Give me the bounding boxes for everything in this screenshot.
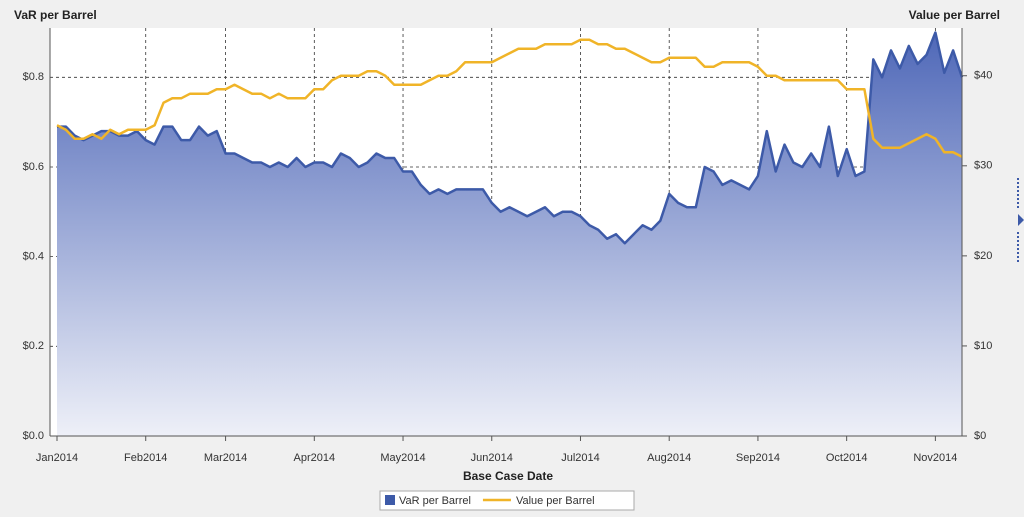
legend: VaR per Barrel Value per Barrel xyxy=(379,490,635,511)
x-axis-title: Base Case Date xyxy=(463,469,553,483)
x-tick-label: Oct2014 xyxy=(826,452,868,464)
line xyxy=(57,31,964,245)
x-tick-label: Feb2014 xyxy=(124,452,167,464)
y2-tick-label: $30 xyxy=(974,160,992,172)
y2-axis-title: Value per Barrel xyxy=(909,8,1000,22)
y-tick-label: $0.4 xyxy=(23,251,44,263)
y-tick-label: $0.6 xyxy=(23,161,44,173)
x-tick-label: Nov2014 xyxy=(913,452,957,464)
y-axis-title: VaR per Barrel xyxy=(14,8,97,22)
y-tick-label: $0.8 xyxy=(23,71,44,83)
y2-tick-label: $0 xyxy=(974,430,986,442)
y2-tick-label: $20 xyxy=(974,250,992,262)
y2-tick-label: $40 xyxy=(974,70,992,82)
line xyxy=(56,38,963,158)
legend-label: Value per Barrel xyxy=(516,495,595,507)
x-tick-label: Mar2014 xyxy=(204,452,247,464)
y-tick-label: $0.0 xyxy=(23,430,44,442)
x-tick-label: Jun2014 xyxy=(471,452,513,464)
y2-tick-label: $10 xyxy=(974,340,992,352)
legend-swatch xyxy=(385,495,395,505)
x-tick-label: Apr2014 xyxy=(294,452,336,464)
x-tick-label: May2014 xyxy=(380,452,425,464)
pane-toggle[interactable] xyxy=(1018,214,1024,226)
y-tick-label: $0.2 xyxy=(23,340,44,352)
x-tick-label: Jul2014 xyxy=(561,452,600,464)
x-tick-label: Jan2014 xyxy=(36,452,78,464)
x-tick-label: Aug2014 xyxy=(647,452,691,464)
area xyxy=(57,32,962,436)
legend-label: VaR per Barrel xyxy=(399,495,471,507)
x-tick-label: Sep2014 xyxy=(736,452,780,464)
